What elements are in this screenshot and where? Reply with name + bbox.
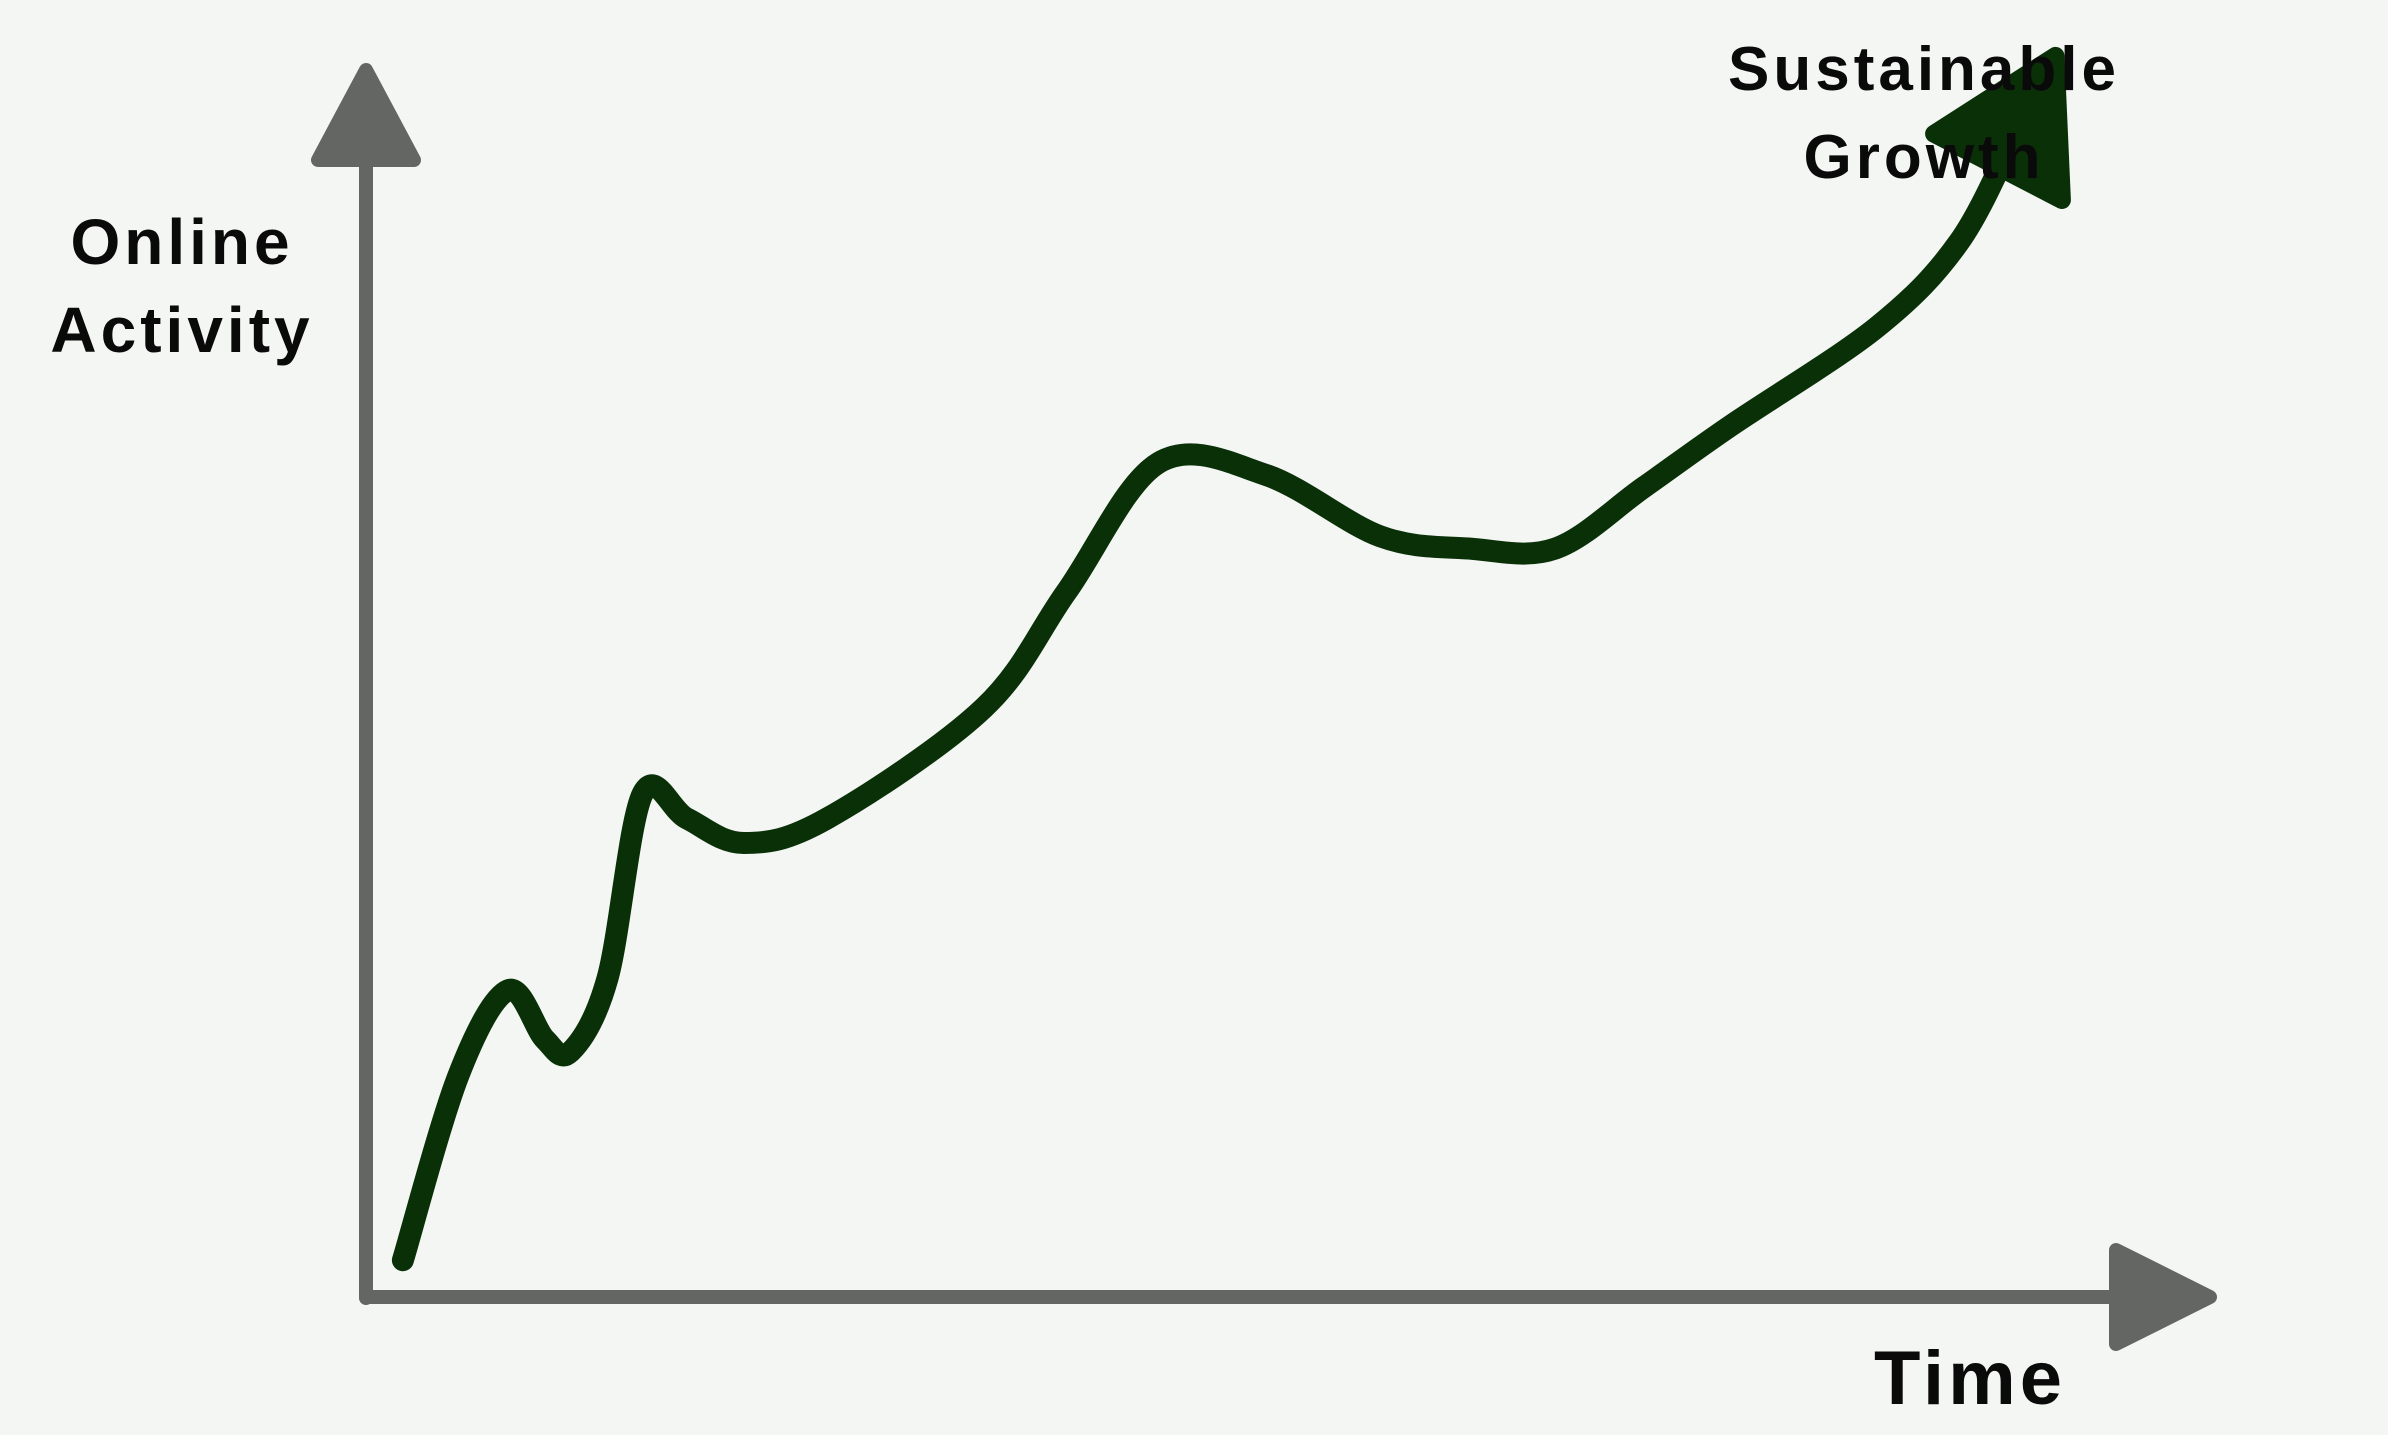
- x-axis-label: Time: [1874, 1336, 2066, 1421]
- annotation-line-1: Sustainable: [1728, 35, 2120, 104]
- y-axis-label-line-1: Online: [70, 206, 293, 278]
- x-axis: [359, 1243, 2217, 1351]
- y-axis: [311, 63, 421, 1305]
- y-axis-label-line-2: Activity: [50, 294, 313, 366]
- series-arrowhead: [1925, 46, 2071, 209]
- annotation-line-2: Growth: [1804, 123, 2045, 192]
- series-line: [391, 120, 2028, 1272]
- y-axis-arrowhead: [311, 63, 421, 167]
- x-axis-arrowhead: [2109, 1243, 2217, 1351]
